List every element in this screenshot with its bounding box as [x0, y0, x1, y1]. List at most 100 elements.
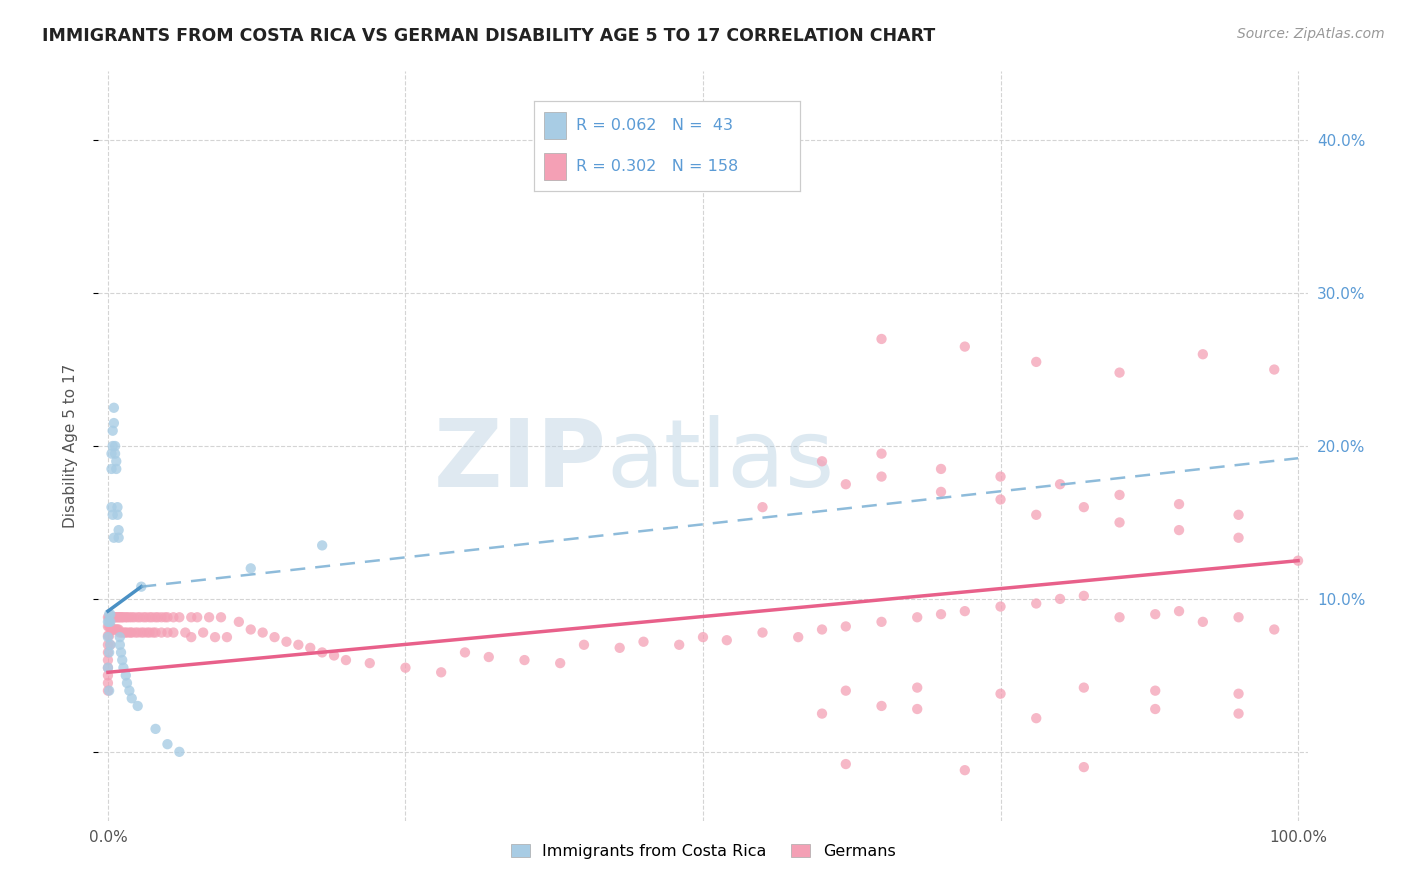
- Point: [114, 610, 136, 624]
- Point: [105, 454, 128, 468]
- Point: [1073, 760, 1095, 774]
- Point: [335, 653, 357, 667]
- Text: atlas: atlas: [606, 415, 835, 507]
- Point: [98, 683, 121, 698]
- Point: [110, 610, 132, 624]
- Point: [430, 665, 453, 680]
- Point: [97, 619, 120, 633]
- Point: [1049, 477, 1071, 491]
- Point: [118, 683, 141, 698]
- Point: [122, 610, 145, 624]
- Point: [276, 634, 298, 648]
- Point: [870, 447, 893, 461]
- Point: [101, 623, 124, 637]
- Point: [98, 610, 121, 624]
- Point: [107, 500, 129, 515]
- Point: [870, 332, 893, 346]
- Point: [1025, 711, 1047, 725]
- Point: [1227, 610, 1250, 624]
- Point: [107, 610, 129, 624]
- Point: [692, 630, 714, 644]
- Point: [156, 737, 179, 751]
- Point: [1168, 497, 1191, 511]
- Point: [990, 469, 1012, 483]
- Point: [287, 638, 309, 652]
- Point: [107, 508, 129, 522]
- Point: [132, 610, 155, 624]
- Point: [98, 645, 121, 659]
- Point: [104, 610, 127, 624]
- Point: [1144, 702, 1167, 716]
- Point: [186, 610, 208, 624]
- Point: [1025, 355, 1047, 369]
- Point: [138, 610, 160, 624]
- Point: [136, 625, 159, 640]
- Point: [100, 447, 122, 461]
- Point: [990, 599, 1012, 614]
- Point: [990, 687, 1012, 701]
- Point: [97, 645, 120, 659]
- Point: [1227, 687, 1250, 701]
- Point: [1025, 597, 1047, 611]
- Point: [98, 607, 121, 622]
- Point: [905, 681, 928, 695]
- Point: [1108, 516, 1130, 530]
- Point: [454, 645, 477, 659]
- Point: [100, 500, 122, 515]
- Point: [97, 630, 120, 644]
- Point: [1144, 683, 1167, 698]
- Point: [953, 340, 976, 354]
- Point: [180, 610, 202, 624]
- Point: [174, 625, 197, 640]
- Point: [150, 610, 173, 624]
- Point: [169, 745, 191, 759]
- Point: [121, 625, 143, 640]
- Point: [513, 653, 536, 667]
- Point: [633, 634, 655, 648]
- Point: [1263, 362, 1285, 376]
- Point: [609, 640, 631, 655]
- Point: [129, 580, 152, 594]
- Point: [97, 653, 120, 667]
- Point: [114, 625, 136, 640]
- Point: [905, 702, 928, 716]
- Point: [101, 508, 124, 522]
- Point: [1073, 681, 1095, 695]
- Point: [1168, 604, 1191, 618]
- Point: [132, 625, 155, 640]
- Point: [1286, 554, 1309, 568]
- Point: [114, 625, 136, 640]
- Point: [117, 625, 139, 640]
- Point: [115, 610, 138, 624]
- Point: [142, 625, 165, 640]
- Point: [1073, 589, 1095, 603]
- Point: [127, 698, 149, 713]
- Point: [1108, 488, 1130, 502]
- Point: [548, 656, 571, 670]
- Point: [124, 625, 146, 640]
- Point: [572, 638, 595, 652]
- Point: [141, 610, 163, 624]
- Point: [138, 625, 160, 640]
- Point: [323, 648, 346, 663]
- Point: [108, 638, 131, 652]
- Point: [929, 484, 952, 499]
- Point: [97, 676, 120, 690]
- Point: [127, 610, 149, 624]
- Point: [111, 625, 134, 640]
- Point: [121, 610, 143, 624]
- Point: [1227, 508, 1250, 522]
- Point: [162, 625, 184, 640]
- Point: [104, 447, 127, 461]
- Point: [97, 610, 120, 624]
- Point: [204, 630, 226, 644]
- Point: [111, 610, 134, 624]
- Point: [97, 638, 120, 652]
- Point: [110, 645, 132, 659]
- Point: [135, 610, 157, 624]
- Point: [103, 623, 125, 637]
- Point: [311, 645, 333, 659]
- Point: [953, 604, 976, 618]
- Point: [811, 454, 834, 468]
- Point: [101, 439, 124, 453]
